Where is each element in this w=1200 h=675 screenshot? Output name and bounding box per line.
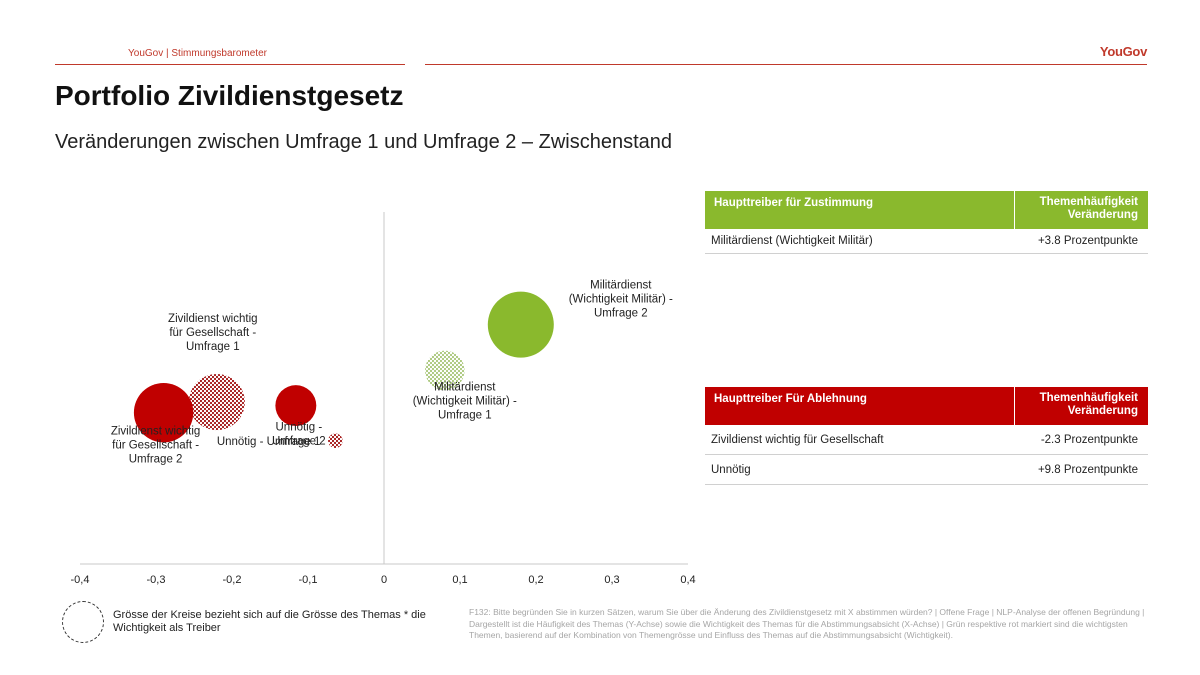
bubble-label: Unnötig - Umfrage 1 bbox=[217, 436, 321, 448]
bubble-label-line: für Gesellschaft - bbox=[169, 327, 256, 339]
rejection-drivers-table: Haupttreiber Für Ablehnung Themenhäufigk… bbox=[705, 387, 1148, 485]
driver-label: Militärdienst (Wichtigkeit Militär) bbox=[711, 235, 873, 247]
approval-drivers-table: Haupttreiber für Zustimmung Themenhäufig… bbox=[705, 191, 1148, 254]
driver-label: Unnötig bbox=[711, 463, 751, 476]
driver-change-value: -2.3 Prozentpunkte bbox=[1040, 433, 1138, 446]
bubble-label-line: Umfrage 2 bbox=[129, 454, 183, 466]
rejection-header-driver: Haupttreiber Für Ablehnung bbox=[714, 393, 867, 405]
bubble-label: Unnötig - Umfrage 2 bbox=[272, 422, 326, 448]
header-source-label: YouGov | Stimmungsbarometer bbox=[128, 48, 267, 59]
bubble-point bbox=[275, 385, 317, 427]
bubble-label-line: Umfrage 1 bbox=[438, 409, 492, 421]
x-tick-label: 0,1 bbox=[452, 574, 467, 586]
approval-header-change: Themenhäufigkeit Veränderung bbox=[1014, 191, 1148, 229]
table-row: Zivildienst wichtig für Gesellschaft -2.… bbox=[705, 425, 1148, 455]
bubble-label-line: für Gesellschaft - bbox=[112, 440, 199, 452]
bubble-point bbox=[425, 350, 465, 391]
bubble-label-line: Militärdienst bbox=[434, 381, 496, 393]
bubble-label: Militärdienst (Wichtigkeit Militär) - Umfr… bbox=[413, 381, 517, 421]
driver-label: Zivildienst wichtig für Gesellschaft bbox=[711, 433, 884, 446]
bubble-label-line: Unnötig - bbox=[276, 422, 323, 434]
approval-table-header: Haupttreiber für Zustimmung Themenhäufig… bbox=[705, 191, 1148, 229]
table-row: Unnötig +9.8 Prozentpunkte bbox=[705, 455, 1148, 485]
x-tick-label: 0 bbox=[381, 574, 387, 586]
driver-change-value: +9.8 Prozentpunkte bbox=[1037, 463, 1138, 476]
bubble-label-line: Unnötig - Umfrage 1 bbox=[217, 436, 321, 448]
page-title: Portfolio Zivildienstgesetz bbox=[55, 80, 404, 111]
bubble-label-line: Umfrage 2 bbox=[272, 436, 326, 448]
bubble-label: Zivildienst wichtig für Gesellschaft - Umf… bbox=[111, 426, 200, 466]
x-tick-label: -0,4 bbox=[71, 574, 90, 586]
bubble-label: Zivildienst wichtig für Gesellschaft - Umf… bbox=[168, 313, 257, 353]
header-divider-left bbox=[55, 64, 405, 65]
header-divider-right bbox=[425, 64, 1147, 65]
bubble-label: Militärdienst (Wichtigkeit Militär) - Umfr… bbox=[569, 280, 673, 320]
approval-header-driver: Haupttreiber für Zustimmung bbox=[714, 197, 874, 209]
bubble-point bbox=[487, 291, 554, 358]
approval-header-change-line: Veränderung bbox=[1067, 209, 1138, 221]
bubble-label-line: Umfrage 1 bbox=[186, 341, 240, 353]
rejection-table-header: Haupttreiber Für Ablehnung Themenhäufigk… bbox=[705, 387, 1148, 425]
bubble-point bbox=[328, 433, 343, 449]
bubble-label-line: Zivildienst wichtig bbox=[168, 313, 257, 325]
bubble-label-line: Umfrage 2 bbox=[594, 308, 648, 320]
rejection-header-change-line: Veränderung bbox=[1067, 405, 1138, 417]
bubble-label-line: Militärdienst bbox=[590, 280, 652, 292]
yougov-logo: YouGov bbox=[1099, 44, 1147, 59]
methodology-footnote: F132: Bitte begründen Sie in kurzen Sätz… bbox=[469, 607, 1145, 640]
bubble-size-legend-icon bbox=[62, 601, 104, 643]
bubble-size-legend-note: Grösse der Kreise bezieht sich auf die G… bbox=[113, 609, 426, 634]
x-tick-label: 0,4 bbox=[680, 574, 695, 586]
bubble-label-line: (Wichtigkeit Militär) - bbox=[413, 395, 517, 407]
driver-change-value: +3.8 Prozentpunkte bbox=[1037, 235, 1138, 247]
x-tick-label: -0,2 bbox=[223, 574, 242, 586]
bubble-point bbox=[188, 374, 245, 431]
x-tick-label: -0,1 bbox=[299, 574, 318, 586]
x-tick-label: 0,2 bbox=[528, 574, 543, 586]
rejection-header-change-line: Themenhäufigkeit bbox=[1039, 392, 1138, 404]
bubble-label-line: Zivildienst wichtig bbox=[111, 426, 200, 438]
page-subtitle: Veränderungen zwischen Umfrage 1 und Umf… bbox=[55, 131, 673, 153]
x-tick-label: 0,3 bbox=[604, 574, 619, 586]
bubble-chart: -0,4 -0,3 -0,2 -0,1 0 0,1 0,2 0,3 0,4 Militärdie… bbox=[71, 212, 696, 586]
approval-header-change-line: Themenhäufigkeit bbox=[1039, 196, 1138, 208]
bubble-point bbox=[133, 382, 194, 443]
table-row: Militärdienst (Wichtigkeit Militär) +3.8… bbox=[705, 229, 1148, 254]
x-tick-label: -0,3 bbox=[147, 574, 166, 586]
bubble-label-line: (Wichtigkeit Militär) - bbox=[569, 294, 673, 306]
rejection-header-change: Themenhäufigkeit Veränderung bbox=[1014, 387, 1148, 425]
